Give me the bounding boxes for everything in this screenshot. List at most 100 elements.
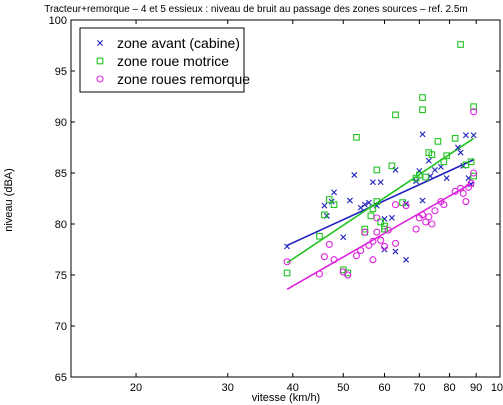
data-point [377, 236, 385, 244]
data-points [283, 41, 478, 279]
x-tick-label: 80 [443, 382, 455, 394]
data-point [419, 94, 426, 101]
data-point [330, 256, 338, 264]
data-point [321, 211, 328, 219]
data-point [361, 225, 369, 233]
data-point [388, 162, 396, 170]
data-point [352, 252, 360, 260]
y-tick-label: 70 [55, 321, 67, 333]
data-point [284, 243, 291, 250]
data-point [440, 201, 448, 209]
data-point [381, 215, 388, 222]
data-point [373, 198, 381, 205]
data-point [369, 256, 377, 264]
chart-title: Tracteur+remorque – 4 et 5 essieux : niv… [44, 4, 467, 15]
data-point [470, 108, 478, 116]
data-point [283, 258, 291, 266]
y-tick-label: 95 [55, 66, 67, 78]
data-point [357, 246, 365, 255]
y-tick-label: 90 [55, 117, 67, 129]
data-point [434, 138, 442, 145]
data-point [391, 201, 400, 209]
data-point [391, 239, 400, 247]
x-tick-label: 40 [287, 382, 299, 394]
data-point [428, 220, 436, 228]
data-point [428, 151, 436, 158]
data-point [315, 270, 323, 278]
data-point [431, 207, 439, 215]
x-tick-label: 70 [413, 382, 425, 394]
data-point [415, 171, 423, 179]
x-axis-title: vitesse (km/h) [252, 392, 320, 404]
data-point [392, 111, 399, 119]
data-point [325, 240, 333, 248]
data-point [340, 234, 347, 241]
data-point [316, 232, 323, 240]
data-point [369, 179, 376, 186]
data-point [470, 103, 477, 111]
data-point [392, 248, 399, 255]
data-point [361, 201, 368, 208]
x-tick-label: 30 [222, 382, 234, 394]
data-point [419, 131, 426, 138]
data-point [451, 187, 459, 195]
data-point [419, 197, 426, 204]
data-point [457, 41, 464, 48]
data-point [403, 256, 410, 263]
data-point [344, 271, 352, 279]
data-point [451, 134, 459, 142]
legend-label: zone avant (cabine) [117, 35, 240, 51]
data-point [365, 241, 373, 249]
legend-label: zone roues remorque [117, 71, 250, 87]
data-point [459, 189, 467, 197]
data-point [422, 218, 430, 226]
data-point [470, 172, 477, 180]
data-point [320, 253, 328, 261]
data-point [470, 169, 478, 177]
data-point [365, 199, 372, 206]
x-tick-label: 100 [491, 382, 503, 394]
data-point [373, 228, 381, 236]
data-point [96, 75, 104, 83]
data-point [454, 144, 461, 151]
data-point [381, 225, 388, 233]
data-point [470, 132, 477, 139]
data-point [388, 214, 395, 221]
data-point [361, 228, 369, 236]
data-point [431, 166, 438, 173]
x-tick-label: 20 [130, 382, 142, 394]
data-point [351, 172, 358, 179]
y-tick-label: 85 [55, 168, 67, 180]
data-point [462, 132, 469, 139]
y-tick-label: 75 [55, 270, 67, 282]
data-point [462, 198, 470, 206]
fit-line [286, 159, 474, 247]
y-tick-label: 100 [49, 15, 67, 27]
data-point [443, 152, 451, 160]
legend-label: zone roue motrice [117, 53, 229, 69]
data-point [419, 211, 427, 219]
data-point [331, 189, 338, 196]
data-point [384, 226, 392, 234]
legend-box [79, 27, 245, 93]
data-point [422, 173, 430, 181]
data-point [443, 175, 450, 182]
data-point [325, 196, 333, 203]
y-tick-label: 65 [55, 372, 67, 384]
data-point [353, 133, 360, 141]
data-point [402, 202, 410, 210]
data-point [373, 214, 381, 222]
data-point [380, 242, 389, 250]
data-point [419, 106, 426, 114]
data-point [467, 179, 475, 187]
data-point [369, 205, 377, 213]
data-point [346, 197, 353, 204]
y-tick-label: 80 [55, 219, 67, 231]
data-point [377, 218, 385, 226]
data-point [377, 179, 384, 186]
data-point [369, 237, 377, 245]
data-point [457, 149, 464, 156]
legend: zone avant (cabine) zone roue motrice zone… [79, 27, 250, 93]
data-point [367, 212, 375, 220]
